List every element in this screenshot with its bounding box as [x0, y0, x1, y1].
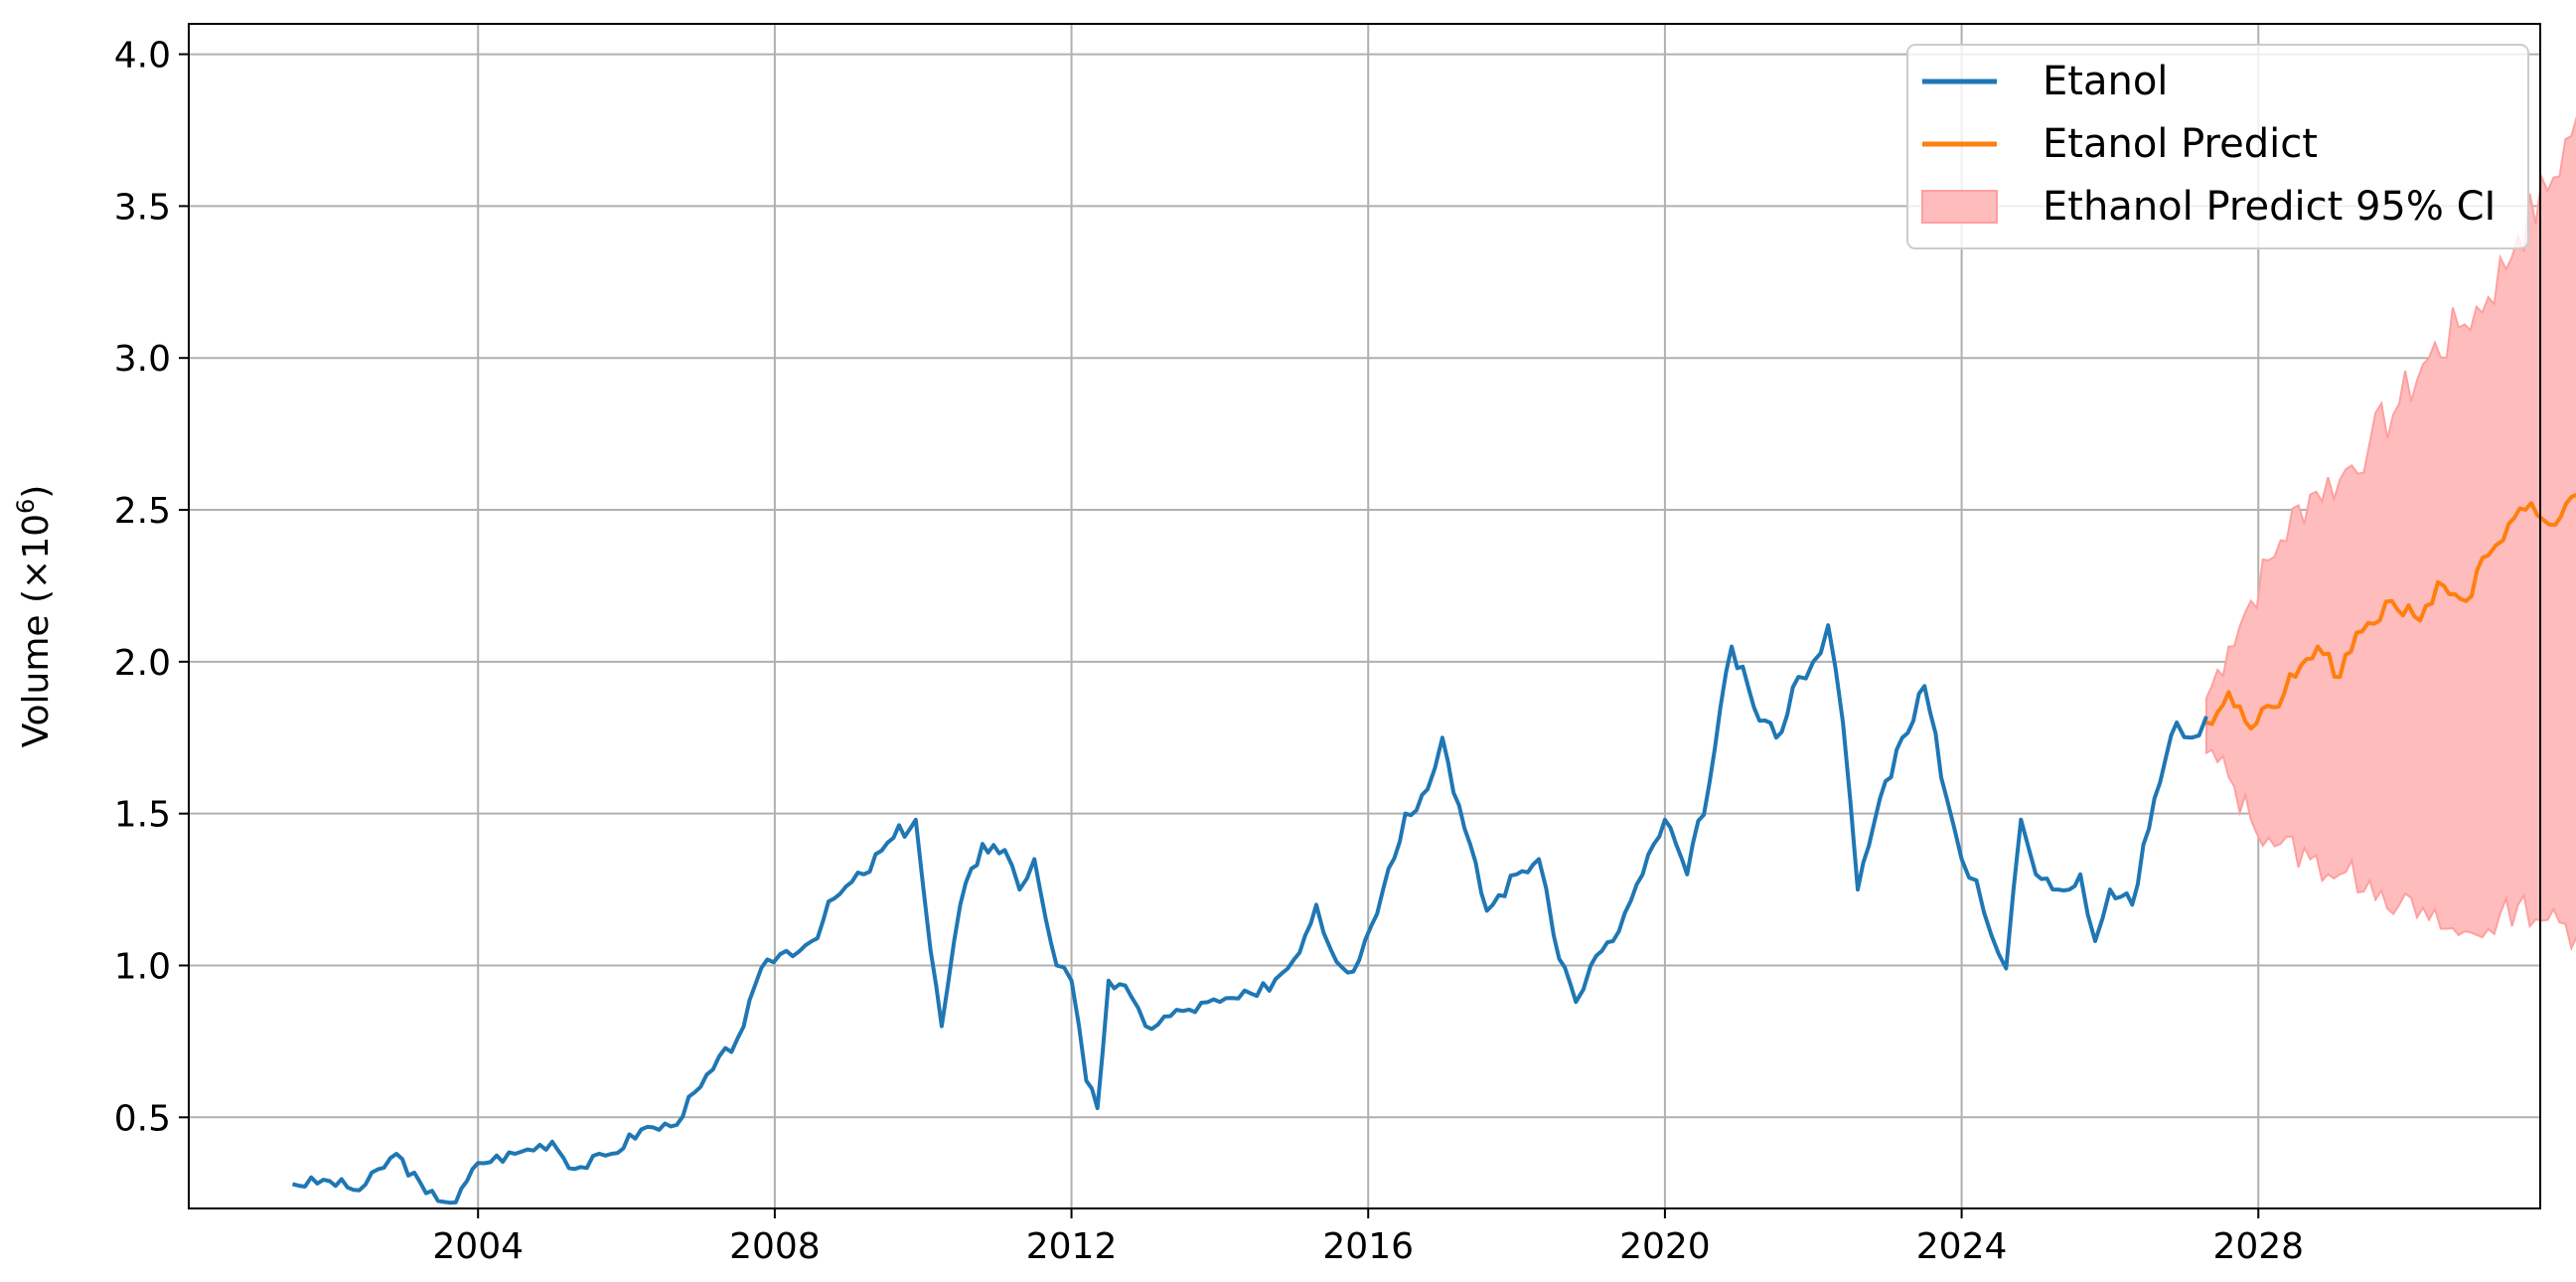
- y-tick-label: 1.5: [114, 795, 171, 836]
- confidence-interval-layer: [2205, 115, 2576, 952]
- y-tick-label: 1.0: [114, 946, 171, 987]
- y-axis-label: Volume (×106): [12, 485, 57, 748]
- line-layer: [292, 493, 2576, 1205]
- x-tick-label: 2008: [729, 1226, 821, 1267]
- x-tick-label: 2020: [1619, 1226, 1711, 1267]
- x-tick-label: 2004: [432, 1226, 524, 1267]
- legend-swatch-ci: [1921, 190, 1998, 224]
- legend-label-ci: Ethanol Predict 95% CI: [2043, 184, 2496, 230]
- y-tick-label: 3.0: [114, 339, 171, 380]
- legend: Etanol Etanol Predict Ethanol Predict 95…: [1906, 44, 2529, 249]
- legend-box: [1906, 44, 2529, 249]
- legend-label-etanol: Etanol: [2043, 59, 2168, 104]
- y-axis: 0.5 1.0 1.5 2.0 2.5 3.0 3.5 4.0: [114, 36, 189, 1139]
- legend-label-etanol-predict: Etanol Predict: [2043, 121, 2318, 167]
- etanol-line: [292, 623, 2208, 1205]
- x-tick-label: 2012: [1026, 1226, 1118, 1267]
- y-tick-label: 4.0: [114, 36, 171, 77]
- x-tick-label: 2024: [1916, 1226, 2008, 1267]
- ethanol-predict-ci-band: [2205, 115, 2576, 952]
- y-tick-label: 3.5: [114, 187, 171, 228]
- y-tick-label: 2.0: [114, 643, 171, 684]
- plot-frame: [188, 23, 2541, 1209]
- x-tick-label: 2016: [1322, 1226, 1414, 1267]
- x-axis: 2004 2008 2012 2016 2020 2024 2028: [432, 1208, 2304, 1267]
- y-tick-label: 2.5: [114, 491, 171, 532]
- etanol-predict-line: [2205, 493, 2576, 731]
- y-tick-label: 0.5: [114, 1098, 171, 1139]
- x-tick-label: 2028: [2212, 1226, 2304, 1267]
